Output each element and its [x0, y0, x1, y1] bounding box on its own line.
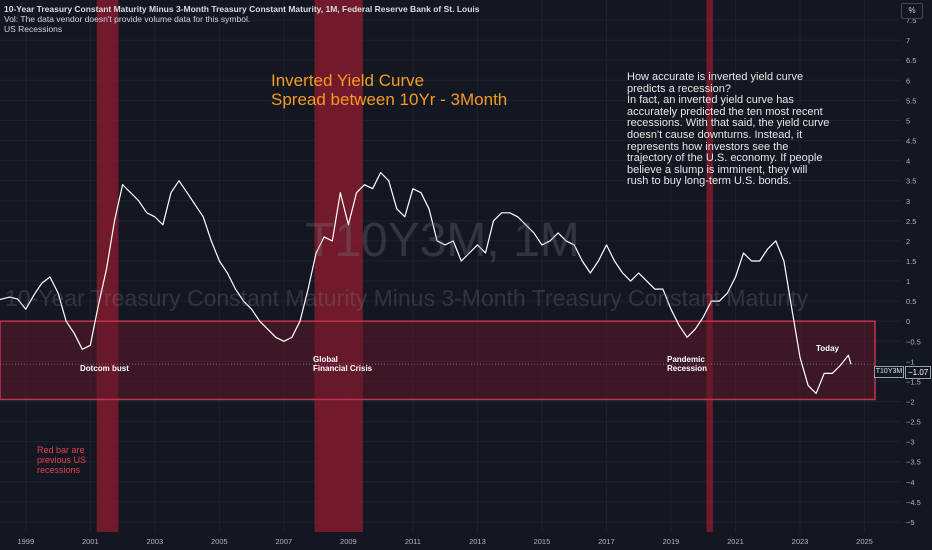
y-tick-label: 3.5	[906, 177, 916, 186]
y-tick-label: −4	[906, 478, 915, 487]
x-tick-label: 2021	[727, 537, 744, 546]
series-price-tag: T10Y3M	[874, 366, 904, 378]
note-line: recessions. With that said, the yield cu…	[627, 117, 830, 130]
recession-bar	[314, 0, 363, 532]
x-tick-label: 2015	[534, 537, 551, 546]
note-line: In fact, an inverted yield curve has	[627, 94, 794, 107]
x-tick-label: 2007	[276, 537, 293, 546]
y-tick-label: −2	[906, 398, 915, 407]
red-note-line: previous US	[37, 455, 87, 465]
note-line: How accurate is inverted yield curve	[627, 71, 804, 83]
note-line: doesn't cause downturns. Instead, it	[627, 128, 803, 141]
x-tick-label: 2003	[146, 537, 163, 546]
y-tick-label: 0.5	[906, 297, 916, 306]
today-annotation: Today	[816, 344, 839, 353]
overlay-title: Inverted Yield Curve Spread between 10Yr…	[271, 71, 507, 109]
y-tick-label: −2.5	[906, 418, 921, 427]
overlay-title-line-2: Spread between 10Yr - 3Month	[271, 90, 508, 109]
note-line: believe a slump is imminent, they will	[627, 163, 808, 176]
x-tick-label: 2025	[856, 537, 873, 546]
x-tick-label: 2017	[598, 537, 615, 546]
note-line: accurately predicted the ten most recent	[627, 105, 823, 118]
y-axis: −5 −4.5 −4 −3.5 −3 −2.5 −2 −1.5 −1 −0.5 0 0.5 1 1.5 2 2…	[900, 0, 932, 550]
red-note-line: Red bar are	[37, 445, 85, 455]
x-axis: 1999 2001 2003 2005 2007 2009 2011 2013 2015 2017…	[0, 532, 932, 550]
symbol-watermark: T10Y3M, 1M	[305, 214, 580, 267]
y-tick-label: 7	[906, 36, 910, 45]
y-tick-label: −0.5	[906, 337, 921, 346]
recession-bar	[706, 0, 713, 532]
percent-scale-button[interactable]: %	[901, 3, 923, 19]
note-line: predicts a recession?	[627, 82, 731, 95]
x-tick-label: 2023	[792, 537, 809, 546]
y-axis-panel	[900, 0, 932, 550]
chart-title: 10-Year Treasury Constant Maturity Minus…	[4, 4, 480, 14]
y-tick-label: −3	[906, 438, 915, 447]
y-tick-label: 2.5	[906, 217, 916, 226]
pandemic-annotation: Pandemic Recession	[667, 355, 707, 373]
explanation-note: How accurate is inverted yield curve pre…	[627, 71, 857, 188]
pandemic-annotation-line-2: Recession	[667, 364, 708, 373]
x-tick-label: 2009	[340, 537, 357, 546]
grid	[0, 0, 900, 532]
y-tick-label: 6.5	[906, 56, 916, 65]
y-tick-label: 1.5	[906, 257, 916, 266]
y-tick-label: −4.5	[906, 498, 921, 507]
recessions-indicator-label[interactable]: US Recessions	[4, 24, 63, 34]
y-tick-label: −1	[906, 357, 915, 366]
inversion-band	[0, 320, 876, 401]
y-tick-label: −3.5	[906, 458, 921, 467]
note-line: trajectory of the U.S. economy. If peopl…	[627, 152, 823, 165]
y-tick-label: −5	[906, 518, 915, 527]
dotcom-annotation: Dotcom bust	[80, 364, 129, 373]
inversion-zone-rect	[0, 320, 876, 401]
y-tick-label: 7.5	[906, 16, 916, 25]
volume-note: Vol: The data vendor doesn't provide vol…	[4, 14, 251, 24]
note-line: rush to buy long-term U.S. bonds.	[627, 175, 792, 188]
y-tick-label: 5	[906, 116, 910, 125]
x-tick-label: 2011	[405, 537, 421, 546]
y-tick-label: 0	[906, 317, 910, 326]
y-tick-label: 5.5	[906, 96, 916, 105]
current-value-label: −1.07	[905, 366, 932, 379]
gfc-annotation: Global Financial Crisis	[313, 355, 372, 373]
red-note-line: recessions	[37, 465, 81, 475]
y-tick-label: −1.5	[906, 377, 921, 386]
gfc-annotation-line-1: Global	[313, 355, 338, 364]
y-tick-label: 4	[906, 157, 910, 166]
y-tick-label: 3	[906, 197, 910, 206]
y-tick-label: 4.5	[906, 137, 916, 146]
series-lines	[0, 172, 852, 395]
recession-legend-note: Red bar are previous US recessions	[37, 445, 86, 475]
x-tick-label: 2001	[82, 537, 99, 546]
x-tick-label: 2013	[469, 537, 486, 546]
series-line	[0, 172, 852, 395]
y-tick-label: 1	[906, 277, 910, 286]
x-axis-panel	[0, 532, 932, 550]
y-tick-label: 6	[906, 76, 910, 85]
x-tick-label: 2019	[663, 537, 680, 546]
y-tick-label: 2	[906, 237, 910, 246]
x-tick-label: 1999	[17, 537, 34, 546]
pandemic-annotation-line-1: Pandemic	[667, 355, 705, 364]
note-line: represents how investors see the	[627, 140, 789, 153]
overlay-title-line-1: Inverted Yield Curve	[271, 71, 425, 90]
x-tick-label: 2005	[211, 537, 228, 546]
gfc-annotation-line-2: Financial Crisis	[313, 364, 373, 373]
description-watermark: 10-Year Treasury Constant Maturity Minus…	[5, 285, 809, 311]
